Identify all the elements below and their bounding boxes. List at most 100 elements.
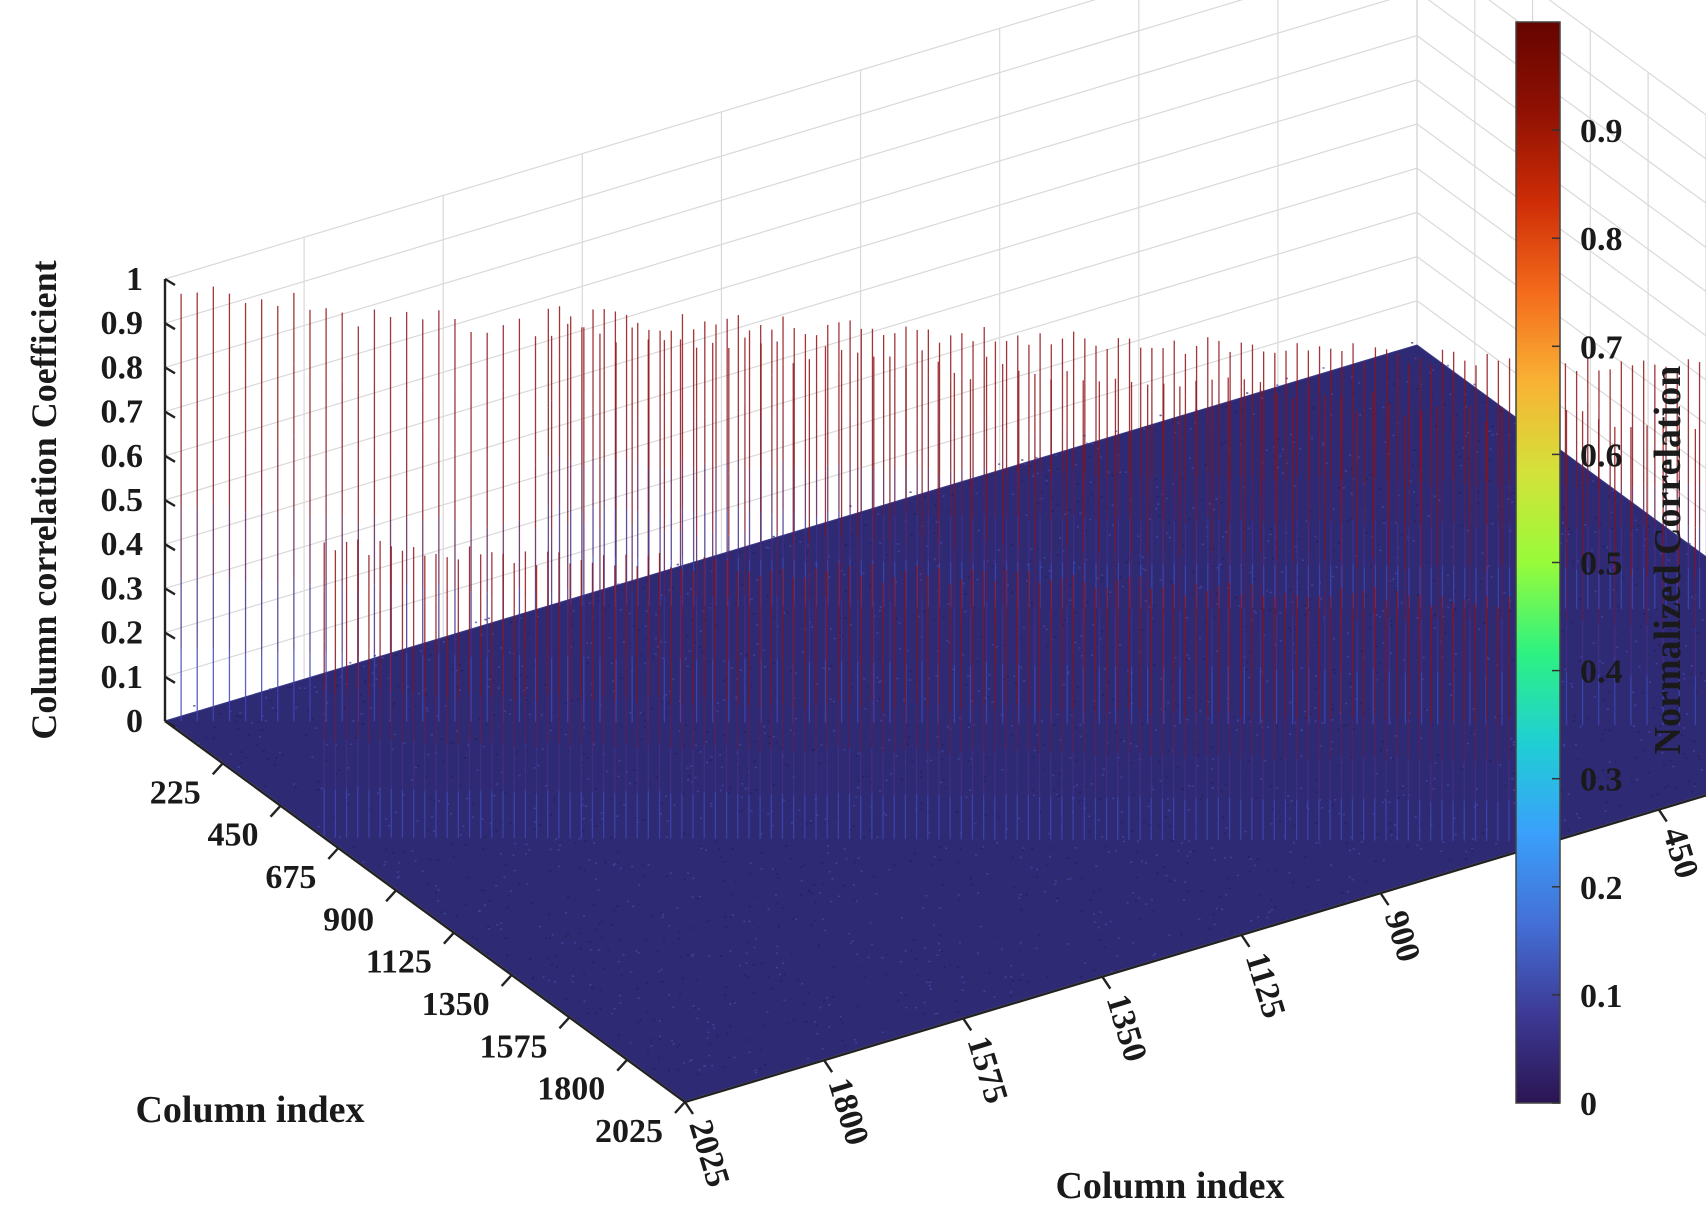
noise-mark (538, 824, 542, 826)
noise-mark (1006, 676, 1009, 678)
noise-mark (1663, 786, 1667, 789)
noise-mark (745, 952, 748, 955)
noise-mark (1213, 616, 1216, 619)
noise-mark (996, 815, 999, 817)
noise-mark (1076, 751, 1079, 753)
noise-mark (1241, 408, 1244, 411)
noise-mark (700, 650, 703, 653)
noise-mark (240, 716, 244, 718)
noise-mark (1595, 516, 1598, 519)
noise-mark (361, 723, 364, 725)
noise-mark (1466, 431, 1470, 434)
noise-mark (1346, 632, 1350, 635)
noise-mark (712, 1023, 715, 1026)
noise-mark (1360, 650, 1363, 652)
noise-mark (1054, 454, 1058, 457)
noise-mark (1162, 866, 1166, 868)
noise-mark (815, 1024, 818, 1027)
noise-mark (1647, 608, 1650, 611)
noise-mark (851, 562, 854, 565)
noise-mark (462, 825, 465, 828)
noise-mark (1201, 543, 1205, 546)
noise-mark (617, 851, 620, 854)
noise-mark (1102, 768, 1106, 771)
noise-mark (867, 956, 870, 959)
noise-mark (1084, 559, 1087, 561)
noise-mark (890, 773, 893, 775)
noise-mark (544, 684, 547, 686)
noise-mark (1392, 383, 1395, 385)
noise-mark (931, 863, 934, 866)
noise-mark (906, 743, 909, 746)
noise-mark (699, 817, 703, 820)
noise-mark (816, 814, 819, 816)
noise-mark (1249, 651, 1252, 654)
noise-mark (1438, 499, 1441, 501)
noise-mark (1085, 600, 1089, 603)
noise-mark (1003, 644, 1006, 647)
noise-mark (938, 942, 941, 945)
noise-mark (1453, 817, 1456, 820)
noise-mark (988, 673, 991, 676)
noise-mark (752, 552, 755, 554)
noise-mark (1025, 514, 1028, 517)
noise-mark (549, 937, 552, 939)
noise-mark (763, 732, 767, 735)
noise-mark (581, 804, 584, 806)
noise-mark (417, 765, 420, 767)
noise-mark (1158, 515, 1161, 517)
noise-mark (1348, 673, 1351, 675)
noise-mark (665, 875, 669, 878)
noise-mark (533, 828, 537, 831)
noise-mark (1233, 715, 1236, 718)
noise-mark (765, 546, 768, 549)
noise-mark (660, 594, 663, 597)
noise-mark (571, 980, 574, 983)
noise-mark (1300, 755, 1303, 757)
noise-mark (1153, 664, 1156, 666)
noise-mark (1091, 442, 1094, 445)
noise-mark (746, 941, 749, 944)
noise-mark (355, 730, 358, 733)
noise-mark (1222, 816, 1225, 819)
noise-mark (1252, 413, 1256, 416)
noise-mark (1199, 797, 1202, 800)
noise-mark (1145, 903, 1148, 906)
noise-mark (1048, 855, 1052, 858)
noise-mark (391, 748, 394, 751)
colorbar-tick-label: 0 (1580, 1086, 1597, 1123)
noise-mark (219, 713, 222, 715)
noise-mark (1057, 794, 1061, 797)
noise-mark (1331, 575, 1335, 578)
noise-mark (396, 685, 399, 688)
noise-mark (936, 954, 939, 956)
noise-mark (1115, 849, 1118, 852)
noise-mark (841, 1021, 844, 1024)
noise-mark (746, 768, 749, 771)
noise-mark (1170, 680, 1173, 683)
noise-mark (933, 855, 936, 858)
noise-mark (1394, 824, 1397, 826)
noise-mark (1056, 468, 1060, 470)
noise-mark (1357, 456, 1360, 458)
noise-mark (968, 789, 972, 792)
noise-mark (1355, 555, 1358, 557)
noise-mark (589, 984, 592, 986)
noise-mark (531, 978, 534, 980)
noise-mark (1093, 706, 1096, 708)
noise-mark (1464, 435, 1467, 437)
noise-mark (311, 717, 314, 720)
noise-mark (1210, 746, 1213, 749)
noise-mark (1155, 536, 1159, 538)
noise-mark (606, 770, 609, 773)
noise-mark (372, 684, 375, 686)
noise-mark (487, 926, 490, 928)
noise-mark (826, 845, 829, 847)
noise-mark (665, 694, 668, 696)
noise-mark (1337, 728, 1340, 731)
noise-mark (693, 1007, 696, 1009)
noise-mark (1023, 680, 1026, 682)
noise-mark (441, 738, 444, 740)
noise-mark (636, 1021, 639, 1023)
